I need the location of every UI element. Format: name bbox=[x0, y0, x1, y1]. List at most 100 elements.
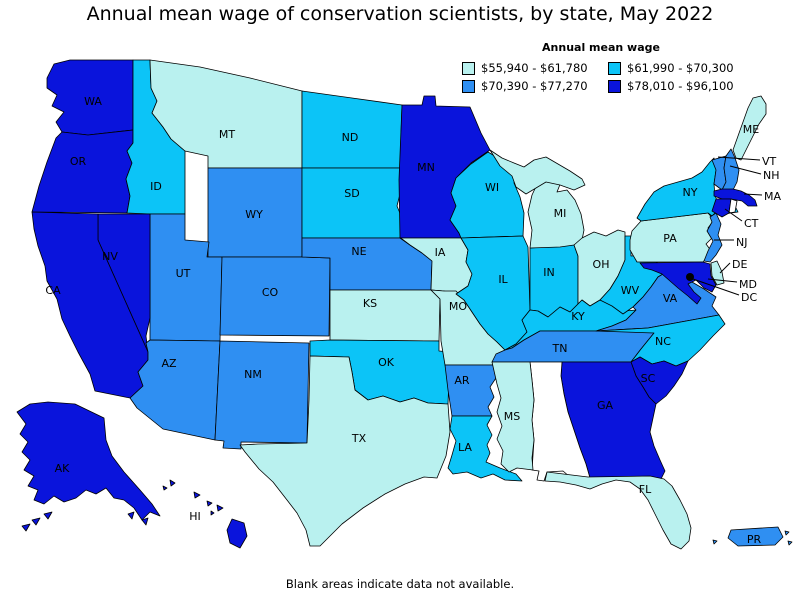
state-label-ut: UT bbox=[176, 267, 191, 280]
legend: Annual mean wage $55,940 - $61,780 $61,9… bbox=[462, 41, 740, 93]
state-label-sc: SC bbox=[641, 372, 656, 385]
state-nh bbox=[721, 148, 740, 191]
state-ak bbox=[16, 401, 161, 521]
state-label-pa: PA bbox=[663, 232, 677, 245]
state-label-ky: KY bbox=[571, 310, 585, 323]
state-callout-label-vt: VT bbox=[762, 155, 777, 168]
state-callout-label-ct: CT bbox=[744, 217, 759, 230]
state-or bbox=[31, 129, 134, 214]
state-ak-part bbox=[31, 517, 41, 526]
state-label-wi: WI bbox=[485, 181, 499, 194]
state-hi-part bbox=[169, 479, 176, 487]
legend-label-1: $55,940 - $61,780 bbox=[481, 61, 588, 75]
state-ak-part bbox=[43, 511, 53, 520]
state-nj bbox=[703, 212, 723, 263]
callout-line-ct bbox=[724, 208, 743, 222]
state-label-wv: WV bbox=[621, 284, 640, 297]
callout-line-de bbox=[719, 262, 731, 274]
state-label-or: OR bbox=[70, 155, 87, 168]
callout-line-ma bbox=[743, 193, 763, 196]
state-callout-label-nh: NH bbox=[763, 169, 780, 182]
state-co bbox=[219, 256, 331, 337]
state-label-nd: ND bbox=[342, 131, 359, 144]
state-label-wy: WY bbox=[245, 208, 263, 221]
state-label-tn: TN bbox=[552, 342, 568, 355]
state-md bbox=[639, 261, 717, 305]
legend-label-3: $70,390 - $77,270 bbox=[481, 79, 588, 93]
state-nm bbox=[214, 340, 310, 450]
state-de bbox=[710, 260, 725, 286]
callout-line-md bbox=[707, 278, 738, 283]
state-label-mt: MT bbox=[219, 128, 235, 141]
state-ri bbox=[728, 198, 738, 214]
state-la bbox=[447, 415, 523, 482]
state-pr-part bbox=[787, 540, 793, 546]
legend-grid: $55,940 - $61,780 $61,990 - $70,300 $70,… bbox=[462, 61, 740, 93]
state-label-pr: PR bbox=[747, 533, 762, 546]
page-title: Annual mean wage of conservation scienti… bbox=[86, 3, 714, 25]
state-label-ok: OK bbox=[378, 356, 395, 369]
state-tx bbox=[239, 355, 451, 547]
state-label-ga: GA bbox=[597, 399, 614, 412]
state-label-ne: NE bbox=[351, 245, 366, 258]
state-callout-label-de: DE bbox=[732, 258, 747, 271]
state-in bbox=[529, 244, 579, 318]
state-sd bbox=[301, 167, 405, 239]
state-label-nv: NV bbox=[102, 250, 118, 263]
state-label-hi: HI bbox=[189, 510, 201, 523]
footer-note: Blank areas indicate data not available. bbox=[285, 577, 515, 591]
legend-swatch-1 bbox=[462, 61, 475, 75]
legend-swatch-4 bbox=[608, 79, 621, 93]
state-label-ms: MS bbox=[504, 410, 520, 423]
legend-label-2: $61,990 - $70,300 bbox=[627, 61, 734, 75]
state-hi bbox=[226, 518, 248, 549]
state-ms bbox=[491, 361, 535, 473]
legend-item-4: $78,010 - $96,100 bbox=[608, 79, 740, 93]
state-label-ar: AR bbox=[454, 374, 470, 387]
state-label-in: IN bbox=[543, 266, 554, 279]
state-nd bbox=[301, 90, 403, 169]
legend-swatch-3 bbox=[462, 79, 475, 93]
state-label-nm: NM bbox=[244, 368, 262, 381]
state-label-mi: MI bbox=[554, 207, 567, 220]
state-label-mo: MO bbox=[449, 300, 467, 313]
legend-label-4: $78,010 - $96,100 bbox=[627, 79, 734, 93]
state-label-mn: MN bbox=[417, 161, 435, 174]
state-label-la: LA bbox=[458, 441, 472, 454]
state-ar bbox=[444, 364, 497, 417]
state-callout-label-dc: DC bbox=[741, 291, 757, 304]
state-me bbox=[732, 95, 767, 161]
state-label-ia: IA bbox=[435, 246, 446, 259]
legend-item-3: $70,390 - $77,270 bbox=[462, 79, 608, 93]
state-callout-label-md: MD bbox=[739, 278, 757, 291]
state-pr bbox=[727, 526, 784, 547]
callout-line-dc bbox=[692, 278, 740, 296]
state-ak-part bbox=[141, 517, 149, 526]
state-mt bbox=[149, 59, 303, 169]
state-label-il: IL bbox=[498, 273, 508, 286]
state-label-ca: CA bbox=[45, 284, 61, 297]
state-hi-part bbox=[162, 485, 168, 491]
state-hi-part bbox=[216, 504, 224, 512]
legend-item-1: $55,940 - $61,780 bbox=[462, 61, 608, 75]
state-fl bbox=[544, 471, 692, 550]
state-label-oh: OH bbox=[593, 258, 610, 271]
state-label-ks: KS bbox=[363, 297, 377, 310]
state-ks bbox=[329, 289, 441, 342]
state-callout-label-ma: MA bbox=[764, 190, 781, 203]
state-pr-part bbox=[784, 530, 790, 536]
state-label-sd: SD bbox=[344, 187, 359, 200]
state-label-me: ME bbox=[743, 123, 759, 136]
state-label-fl: FL bbox=[639, 483, 652, 496]
legend-item-2: $61,990 - $70,300 bbox=[608, 61, 740, 75]
state-label-ny: NY bbox=[683, 186, 698, 199]
state-label-ak: AK bbox=[55, 462, 71, 475]
state-pr-part bbox=[712, 539, 718, 545]
state-label-az: AZ bbox=[161, 357, 177, 370]
states-layer bbox=[16, 59, 793, 550]
state-hi-part bbox=[206, 500, 213, 507]
state-ak-part bbox=[21, 523, 31, 532]
state-callout-label-nj: NJ bbox=[736, 236, 747, 249]
